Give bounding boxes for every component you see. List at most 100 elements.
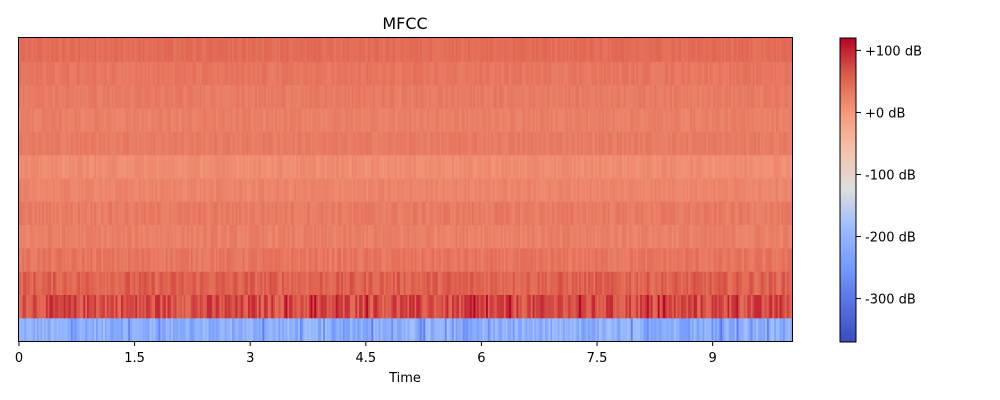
heatmap-cell	[42, 177, 45, 202]
heatmap-cell	[749, 107, 752, 132]
heatmap-cell	[707, 271, 711, 295]
heatmap-cell	[92, 294, 95, 319]
heatmap-cell	[249, 177, 253, 202]
heatmap-cell	[351, 84, 355, 109]
heatmap-cell	[294, 84, 297, 109]
heatmap-cell	[709, 317, 713, 342]
heatmap-cell	[310, 84, 314, 109]
heatmap-cell	[496, 131, 500, 156]
heatmap-cell	[357, 84, 360, 109]
heatmap-cell	[555, 107, 559, 132]
heatmap-cell	[321, 177, 324, 202]
heatmap-cell	[371, 224, 374, 249]
heatmap-cell	[178, 61, 181, 86]
heatmap-cell	[579, 131, 582, 156]
heatmap-cell	[76, 224, 79, 249]
heatmap-cell	[647, 271, 650, 295]
heatmap-cell	[557, 107, 560, 132]
heatmap-cell	[702, 294, 705, 319]
heatmap-cell	[151, 271, 154, 295]
heatmap-cell	[19, 154, 22, 179]
heatmap-cell	[700, 247, 704, 272]
heatmap-cell	[460, 107, 464, 132]
heatmap-cell	[169, 317, 172, 342]
heatmap-cell	[657, 177, 661, 202]
heatmap-cell	[618, 107, 621, 132]
heatmap-cell	[355, 131, 358, 156]
heatmap-cell	[65, 177, 68, 202]
heatmap-cell	[235, 154, 238, 179]
heatmap-cell	[357, 107, 360, 132]
heatmap-cell	[639, 177, 643, 202]
heatmap-cell	[233, 107, 237, 132]
heatmap-cell	[149, 107, 153, 132]
heatmap-cell	[282, 84, 285, 109]
heatmap-cell	[106, 247, 110, 272]
heatmap-cell	[183, 154, 187, 179]
heatmap-cell	[487, 154, 491, 179]
heatmap-cell	[697, 131, 700, 156]
heatmap-cell	[271, 154, 274, 179]
heatmap-cell	[371, 201, 374, 226]
heatmap-cell	[36, 201, 40, 226]
heatmap-cell	[410, 84, 414, 109]
heatmap-cell	[698, 271, 702, 295]
heatmap-cell	[78, 107, 81, 132]
heatmap-cell	[54, 294, 58, 319]
heatmap-cell	[355, 201, 358, 226]
heatmap-cell	[754, 107, 757, 132]
heatmap-cell	[169, 154, 172, 179]
heatmap-cell	[518, 201, 521, 226]
heatmap-cell	[788, 84, 791, 109]
heatmap-cell	[539, 131, 543, 156]
heatmap-cell	[205, 271, 208, 295]
heatmap-cell	[502, 317, 505, 342]
heatmap-cell	[228, 317, 231, 342]
heatmap-cell	[466, 131, 469, 156]
heatmap-cell	[185, 154, 188, 179]
heatmap-cell	[623, 177, 627, 202]
heatmap-cell	[20, 317, 24, 342]
heatmap-cell	[784, 177, 788, 202]
heatmap-cell	[487, 294, 491, 319]
heatmap-cell	[648, 84, 652, 109]
heatmap-cell	[718, 154, 722, 179]
heatmap-cell	[575, 131, 578, 156]
heatmap-cell	[688, 224, 691, 249]
heatmap-cell	[382, 154, 385, 179]
heatmap-cell	[187, 201, 190, 226]
heatmap-cell	[158, 201, 161, 226]
heatmap-cell	[194, 294, 197, 319]
heatmap-cell	[380, 84, 383, 109]
heatmap-cell	[627, 247, 630, 272]
heatmap-cell	[672, 271, 675, 295]
heatmap-cell	[76, 154, 79, 179]
heatmap-cell	[128, 271, 131, 295]
heatmap-cell	[602, 177, 605, 202]
heatmap-cell	[401, 201, 405, 226]
heatmap-cell	[618, 177, 621, 202]
heatmap-cell	[711, 107, 714, 132]
heatmap-cell	[296, 84, 299, 109]
heatmap-cell	[693, 247, 696, 272]
heatmap-cell	[110, 201, 113, 226]
heatmap-cell	[639, 271, 643, 295]
heatmap-cell	[536, 271, 539, 295]
heatmap-cell	[460, 224, 464, 249]
heatmap-cell	[222, 271, 226, 295]
heatmap-cell	[443, 247, 446, 272]
heatmap-cell	[42, 84, 45, 109]
heatmap-cell	[731, 177, 734, 202]
heatmap-cell	[219, 247, 222, 272]
heatmap-cell	[350, 317, 353, 342]
heatmap-cell	[101, 294, 104, 319]
heatmap-cell	[666, 247, 670, 272]
heatmap-cell	[208, 317, 212, 342]
heatmap-cell	[282, 224, 285, 249]
heatmap-cell	[242, 61, 246, 86]
heatmap-cell	[661, 107, 664, 132]
heatmap-cell	[450, 154, 453, 179]
heatmap-cell	[521, 154, 525, 179]
heatmap-cell	[426, 294, 430, 319]
heatmap-cell	[287, 271, 290, 295]
